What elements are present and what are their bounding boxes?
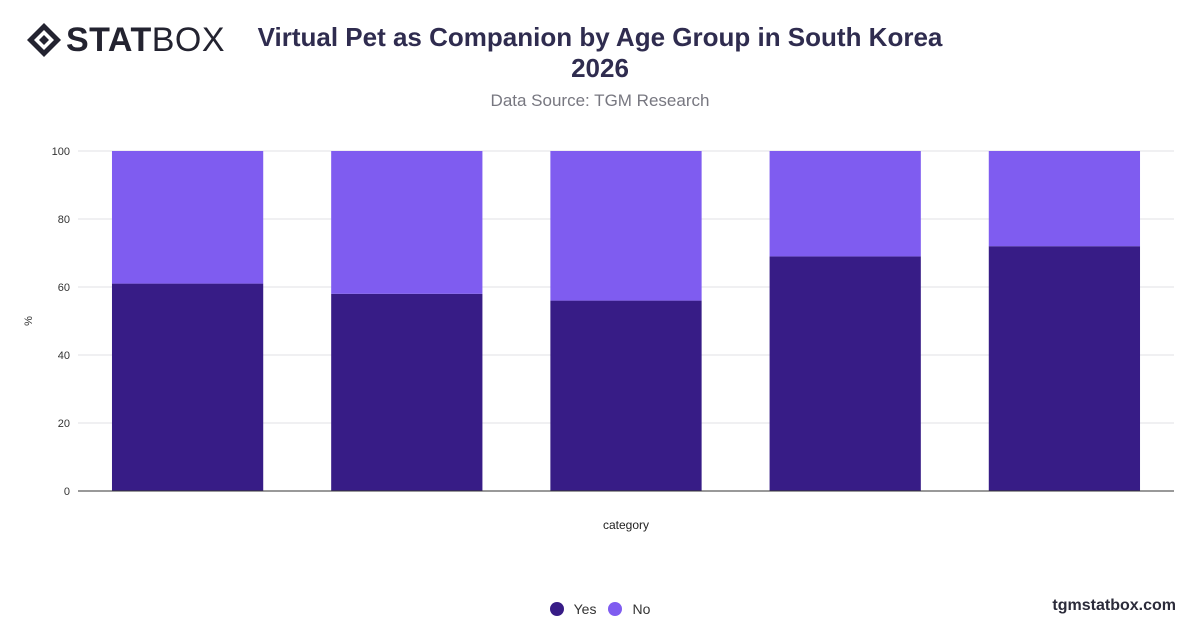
legend-label-no: No [632, 601, 651, 617]
bar-no [769, 151, 921, 257]
chart-title: Virtual Pet as Companion by Age Group in… [250, 22, 950, 84]
bar-yes [550, 300, 702, 491]
bar-yes [769, 256, 921, 491]
y-tick-label: 100 [52, 146, 70, 158]
logo-wordmark: STATBOX [66, 22, 225, 58]
legend-swatch-yes [549, 602, 564, 616]
diamond-logo-icon [27, 23, 61, 57]
chart-title-line2: 2026 [571, 53, 629, 83]
y-tick-label: 0 [64, 486, 70, 498]
bar-yes [111, 283, 264, 491]
bar-no [988, 151, 1141, 247]
logo-text-bold: STAT [66, 21, 152, 59]
chart-title-line1: Virtual Pet as Companion by Age Group in… [257, 22, 943, 52]
x-axis-title: category [603, 518, 649, 532]
y-tick-label: 80 [58, 214, 70, 226]
bar-yes [988, 246, 1141, 491]
chart-subtitle: Data Source: TGM Research [490, 91, 710, 110]
legend-item-no[interactable]: No [608, 601, 650, 617]
legend-label-yes: Yes [573, 601, 597, 617]
y-tick-label: 40 [58, 350, 70, 362]
y-tick-label: 60 [58, 282, 70, 294]
bar-no [550, 151, 702, 301]
logo-text-light: BOX [151, 21, 226, 59]
bar-no [331, 151, 483, 294]
statbox-logo: STATBOX [26, 22, 225, 58]
site-watermark: tgmstatbox.com [1052, 597, 1176, 614]
bar-no [111, 151, 264, 284]
y-tick-label: 20 [58, 418, 70, 430]
legend-swatch-no [608, 602, 623, 616]
bar-yes [331, 293, 483, 491]
legend-item-yes[interactable]: Yes [549, 601, 597, 617]
y-axis-title: % [23, 316, 35, 326]
chart-legend: Yes No [0, 601, 1200, 617]
